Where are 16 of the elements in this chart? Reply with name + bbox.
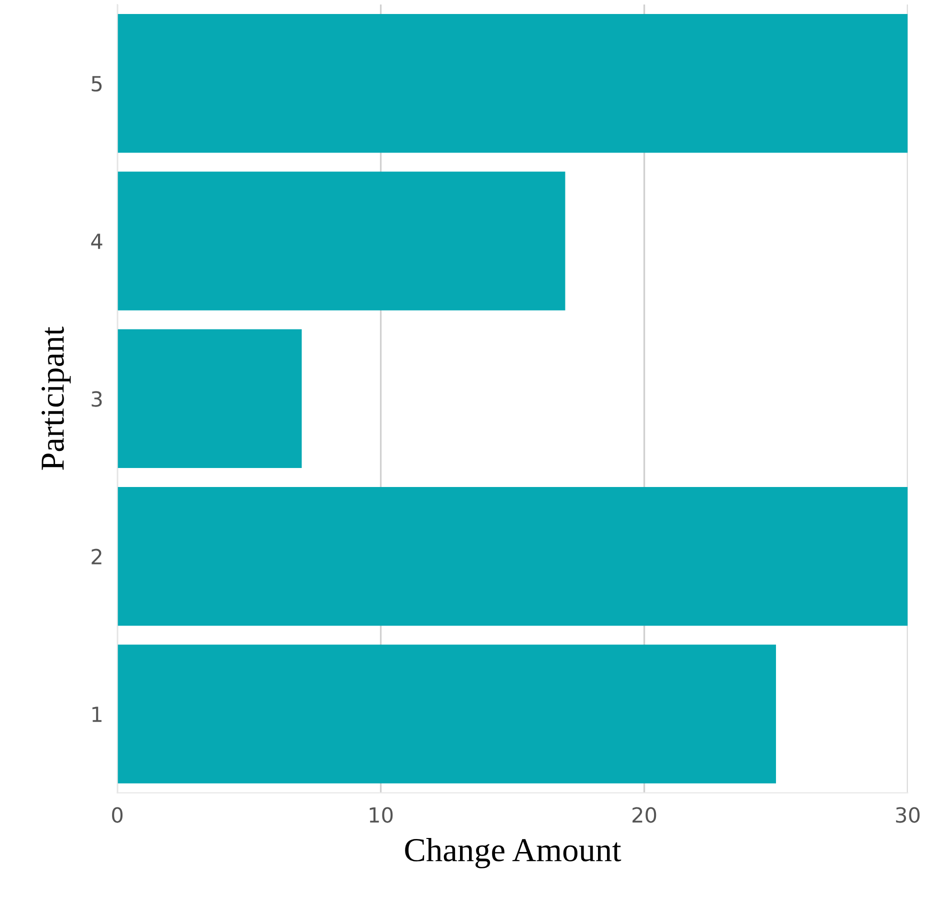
y-axis-title: Participant bbox=[42, 326, 71, 470]
bar bbox=[117, 329, 302, 468]
bar bbox=[117, 172, 566, 310]
y-tick-label: 4 bbox=[91, 234, 102, 249]
x-tick-label: 30 bbox=[896, 807, 920, 823]
x-tick-label: 0 bbox=[112, 807, 123, 823]
x-axis-title: Change Amount bbox=[405, 838, 622, 868]
y-tick-label: 5 bbox=[92, 76, 102, 92]
x-tick-label: 10 bbox=[370, 807, 393, 823]
bar bbox=[117, 644, 776, 784]
y-tick-label: 1 bbox=[92, 706, 102, 722]
y-tick-label: 3 bbox=[92, 391, 102, 407]
y-tick-label: 2 bbox=[92, 548, 102, 564]
bar bbox=[117, 486, 908, 626]
bar bbox=[117, 14, 908, 153]
x-tick-label: 20 bbox=[632, 807, 656, 823]
